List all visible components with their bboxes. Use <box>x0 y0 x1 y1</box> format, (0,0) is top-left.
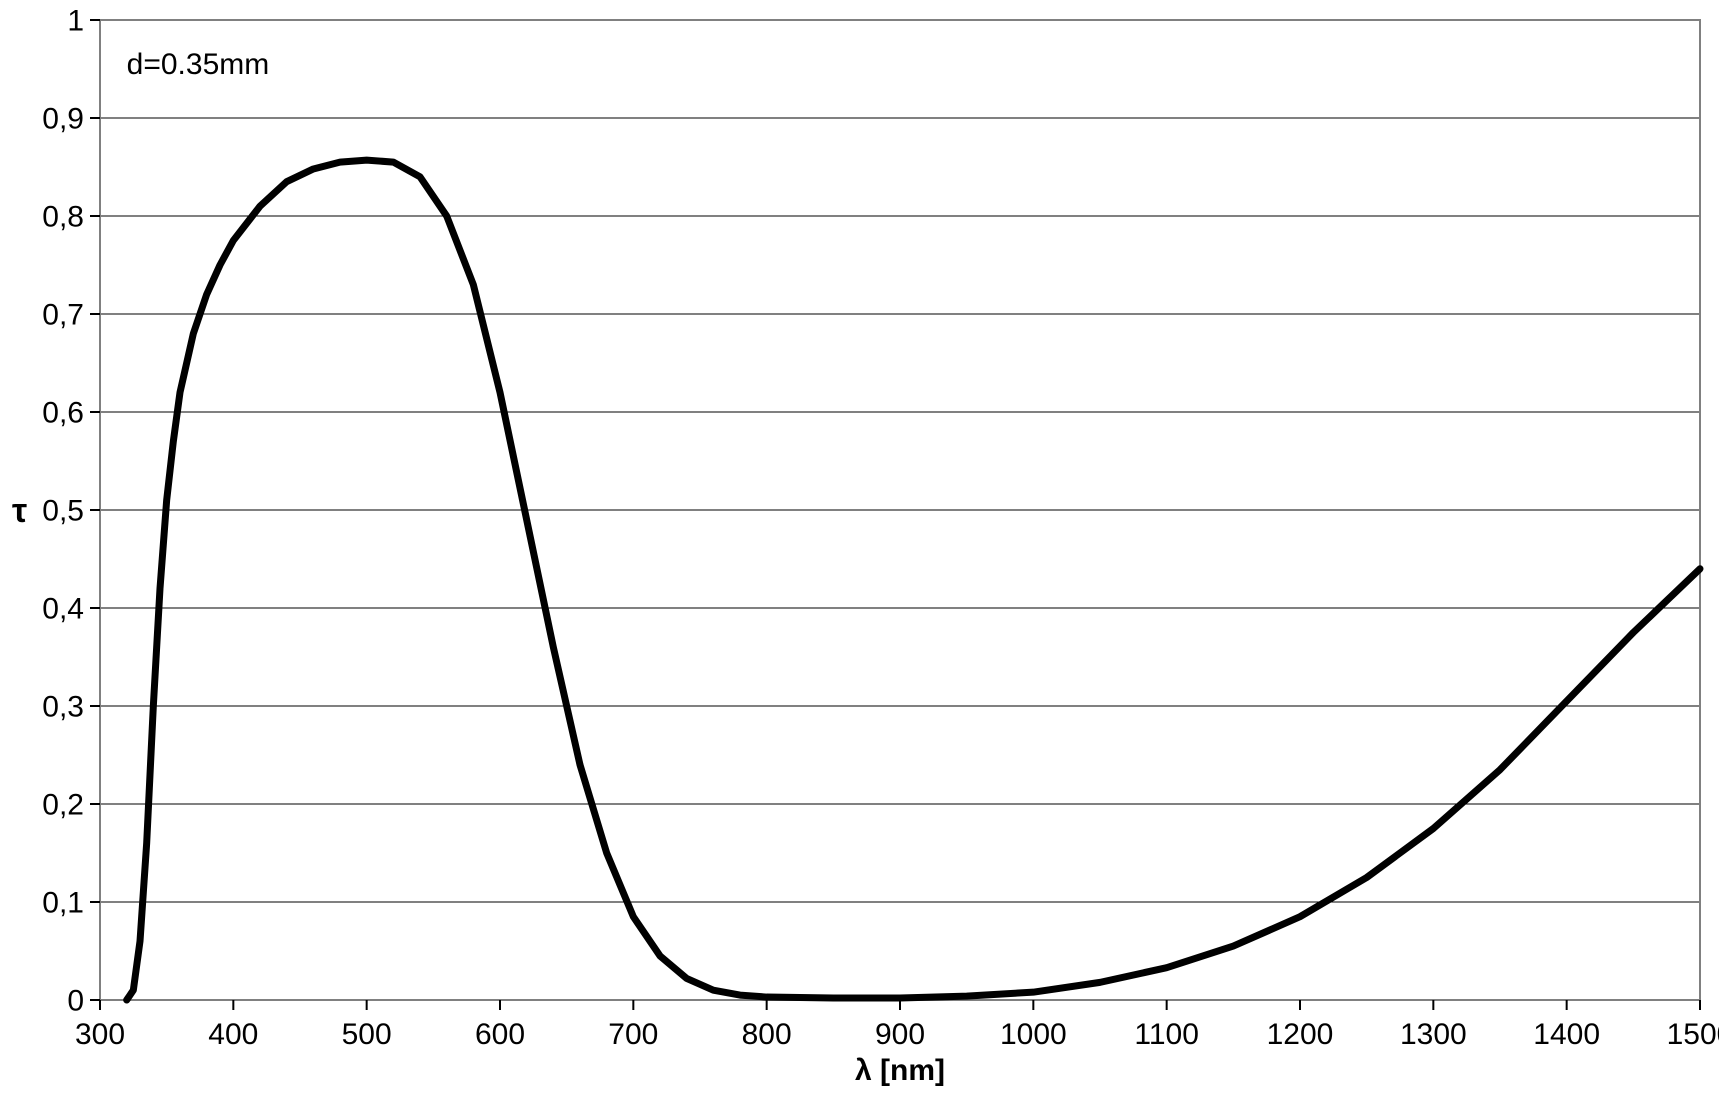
y-tick-label: 0,5 <box>42 495 84 528</box>
x-tick-label: 900 <box>875 1018 925 1051</box>
x-tick-label: 1000 <box>1000 1018 1067 1051</box>
y-tick-label: 0,3 <box>42 691 84 724</box>
x-tick-label: 600 <box>475 1018 525 1051</box>
annotation-text: d=0.35mm <box>127 48 270 81</box>
transmission-chart: 300 400 500 600 700 800 900 1000 1100 1200 1300 140… <box>0 0 1719 1100</box>
x-tick-label: 1300 <box>1400 1018 1467 1051</box>
y-tick-label: 0,7 <box>42 299 84 332</box>
x-tick-label: 1500 <box>1667 1018 1719 1051</box>
y-tick-label: 0,1 <box>42 887 84 920</box>
y-tick-label: 0,9 <box>42 103 84 136</box>
y-tick-label: 0 <box>67 985 84 1018</box>
x-tick-label: 1400 <box>1533 1018 1600 1051</box>
y-axis-label: τ <box>12 492 27 530</box>
y-tick-label: 0,2 <box>42 789 84 822</box>
x-tick-label: 300 <box>75 1018 125 1051</box>
x-tick-label: 1200 <box>1267 1018 1334 1051</box>
x-tick-label: 500 <box>342 1018 392 1051</box>
y-tick-label: 0,6 <box>42 397 84 430</box>
x-tick-label: 1100 <box>1134 1018 1199 1051</box>
chart-svg: 300 400 500 600 700 800 900 1000 1100 1200 1300 140… <box>0 0 1719 1100</box>
x-axis-label: λ [nm] <box>855 1054 945 1087</box>
y-tick-label: 0,4 <box>42 593 84 626</box>
x-tick-label: 400 <box>208 1018 258 1051</box>
y-tick-label: 1 <box>67 5 84 38</box>
x-tick-label: 800 <box>742 1018 792 1051</box>
x-tick-label: 700 <box>608 1018 658 1051</box>
y-tick-label: 0,8 <box>42 201 84 234</box>
